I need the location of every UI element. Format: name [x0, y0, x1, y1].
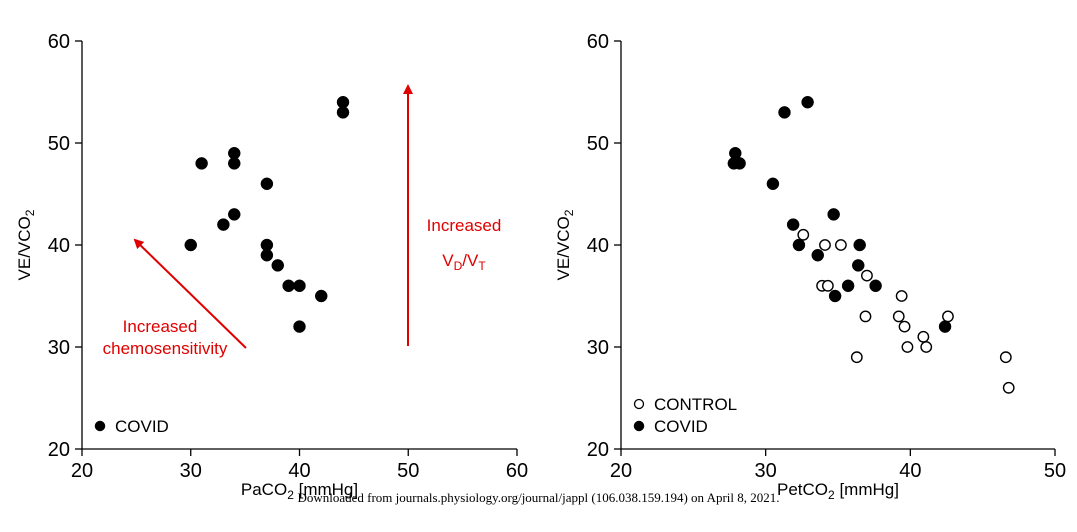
- covid-data-point: [801, 95, 814, 109]
- covid-data-point: [778, 106, 791, 119]
- annotation-v: V: [442, 251, 454, 270]
- covid-data-point: [938, 320, 952, 333]
- annotation-slash-v: /V: [462, 251, 479, 270]
- control-data-point: [920, 341, 933, 353]
- control-data-point: [917, 330, 930, 343]
- x-tick-label: 20: [71, 460, 93, 482]
- right-scatter-chart: 20 30 40 50 60 20 30 40 50 PetCO2 [mmHg] VE/VCO2 CO…: [554, 31, 1066, 502]
- legend-marker-covid: [633, 420, 645, 432]
- control-data-point: [821, 279, 834, 292]
- covid-data-point: [828, 289, 842, 303]
- x-tick-label: 50: [1044, 460, 1066, 482]
- annotation-increased-chemo: Increased: [123, 317, 198, 336]
- x-axis-title: PaCO2 [mmHg]: [241, 480, 358, 502]
- annotation-d-subscript: D: [454, 259, 463, 273]
- control-data-point: [898, 320, 911, 333]
- annotation-t-subscript: T: [478, 259, 486, 273]
- control-data-point: [901, 341, 914, 353]
- covid-data-point: [228, 208, 241, 221]
- control-data-point: [999, 351, 1012, 364]
- watermark-text: Downloaded from journals.physiology.org/…: [297, 490, 780, 505]
- y-axis-title: VE/VCO2: [554, 209, 576, 280]
- x-tick-label: 50: [397, 460, 419, 482]
- covid-data-point: [869, 279, 882, 293]
- y-tick-label: 60: [587, 31, 609, 53]
- covid-data-point: [733, 157, 746, 170]
- covid-data-point: [853, 238, 866, 252]
- y-tick-label: 50: [48, 133, 70, 155]
- control-data-point: [859, 310, 872, 323]
- x-tick-label: 60: [506, 460, 528, 482]
- control-data-point: [942, 310, 954, 323]
- x-tick-label: 20: [610, 460, 632, 482]
- covid-data-point: [766, 177, 780, 191]
- x-tick-label: 30: [755, 460, 777, 482]
- covid-data-point: [271, 259, 284, 272]
- y-tick-label: 60: [48, 31, 70, 53]
- legend-marker-covid: [94, 420, 106, 432]
- control-data-point: [834, 239, 847, 251]
- control-data-point: [861, 269, 873, 282]
- covid-data-point: [217, 218, 230, 231]
- control-data-point: [892, 310, 905, 323]
- legend-label-covid: COVID: [115, 417, 169, 436]
- annotation-chemosensitivity: chemosensitivity: [103, 339, 228, 358]
- covid-data-point: [827, 208, 840, 221]
- control-data-point: [850, 351, 863, 364]
- y-tick-label: 20: [48, 439, 70, 461]
- covid-data-point: [792, 238, 806, 252]
- covid-data-point: [786, 218, 800, 231]
- covid-data-point: [811, 248, 824, 262]
- covid-data-point: [841, 279, 855, 293]
- covid-data-point: [282, 279, 295, 293]
- y-tick-label: 40: [587, 235, 609, 257]
- y-tick-label: 30: [587, 337, 609, 359]
- control-data-point: [1002, 381, 1015, 394]
- x-tick-label: 40: [899, 460, 921, 482]
- y-tick-label: 30: [48, 337, 70, 359]
- legend-label-control: CONTROL: [654, 395, 737, 414]
- covid-data-point: [852, 259, 865, 272]
- control-data-point: [819, 239, 831, 251]
- covid-data-point: [336, 106, 350, 119]
- left-chart-annotations: Increased chemosensitivity Increased VD/…: [103, 84, 502, 358]
- legend-label-covid: COVID: [654, 417, 708, 436]
- covid-data-point: [260, 177, 274, 191]
- covid-data-point: [293, 320, 306, 333]
- annotation-vd-vt: VD/VT: [442, 251, 486, 273]
- chemosensitivity-arrow: [133, 238, 247, 349]
- control-data-point: [895, 290, 908, 302]
- x-tick-label: 40: [288, 460, 310, 482]
- covid-data-point: [184, 238, 197, 252]
- x-tick-label: 30: [180, 460, 202, 482]
- y-axis-title: VE/VCO2: [15, 209, 37, 280]
- covid-data-point: [195, 157, 208, 170]
- y-tick-label: 40: [48, 235, 70, 257]
- annotation-increased-vdvt: Increased: [427, 216, 502, 235]
- covid-data-point: [315, 289, 328, 303]
- y-tick-label: 20: [587, 439, 609, 461]
- legend-marker-control: [633, 398, 645, 410]
- control-data-point: [797, 228, 810, 241]
- x-axis-title: PetCO2 [mmHg]: [777, 480, 899, 502]
- y-tick-label: 50: [587, 133, 609, 155]
- covid-data-point: [293, 279, 306, 293]
- covid-data-point: [260, 248, 274, 262]
- left-scatter-chart: 20 30 40 50 60 20 30 40 50 60 PaCO2 [mmHg] VE/VCO2 C…: [15, 31, 528, 502]
- covid-data-point: [228, 146, 241, 160]
